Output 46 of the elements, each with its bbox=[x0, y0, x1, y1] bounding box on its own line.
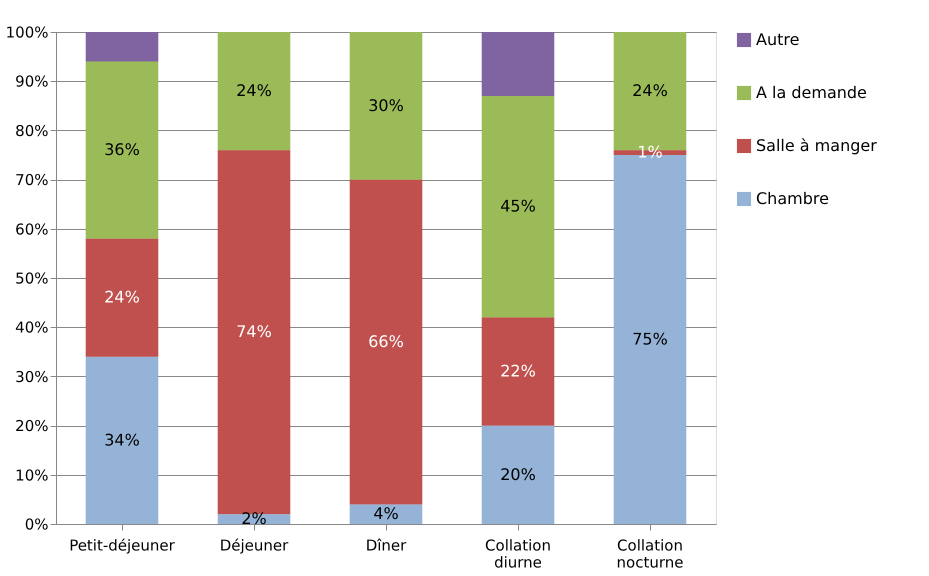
y-tick-label: 30% bbox=[15, 368, 48, 386]
y-tick-label: 50% bbox=[15, 270, 48, 288]
data-label: 24% bbox=[236, 81, 272, 100]
bar bbox=[482, 32, 554, 96]
x-tick-label: Collation diurne bbox=[485, 536, 551, 572]
y-tick-label: 70% bbox=[15, 171, 48, 190]
bar bbox=[86, 62, 158, 239]
data-label: 22% bbox=[500, 361, 536, 380]
data-label: 2% bbox=[241, 509, 267, 528]
y-tick-label: 100% bbox=[6, 24, 48, 42]
data-label: 30% bbox=[368, 96, 404, 115]
legend-label: Salle à manger bbox=[756, 136, 878, 155]
data-label: 75% bbox=[632, 330, 668, 348]
bar bbox=[218, 32, 290, 150]
bar bbox=[350, 180, 422, 504]
data-label: 34% bbox=[104, 430, 140, 450]
data-label: 24% bbox=[632, 81, 668, 100]
data-label: 45% bbox=[500, 196, 536, 216]
y-tick-label: 80% bbox=[15, 122, 48, 140]
bar bbox=[482, 426, 554, 524]
x-tick-label: Dîner bbox=[366, 536, 408, 554]
y-tick-label: 0% bbox=[24, 516, 48, 534]
y-tick-label: 10% bbox=[15, 466, 48, 484]
legend-label: Chambre bbox=[756, 189, 829, 208]
y-tick-label: 40% bbox=[15, 318, 48, 337]
bar bbox=[482, 96, 554, 318]
data-label: 36% bbox=[104, 140, 140, 160]
data-label: 24% bbox=[104, 288, 140, 307]
y-tick-label: 20% bbox=[15, 417, 48, 436]
data-label: 4% bbox=[373, 504, 399, 524]
bar bbox=[350, 32, 422, 180]
data-label: 74% bbox=[236, 322, 272, 342]
legend-label: Autre bbox=[756, 30, 800, 49]
data-label: 66% bbox=[368, 332, 404, 351]
x-tick-label: Déjeuner bbox=[220, 536, 290, 554]
y-tick-label: 90% bbox=[15, 72, 48, 91]
data-label: 20% bbox=[500, 464, 536, 484]
x-tick-label: Collation nocturne bbox=[616, 536, 684, 572]
y-tick-label: 60% bbox=[15, 220, 48, 238]
bar bbox=[482, 317, 554, 426]
bar bbox=[86, 32, 158, 62]
bar bbox=[350, 504, 422, 524]
x-tick-label: Petit-déjeuner bbox=[69, 536, 176, 554]
bar bbox=[86, 238, 158, 357]
bar bbox=[86, 356, 158, 524]
legend-label: A la demande bbox=[756, 83, 867, 102]
